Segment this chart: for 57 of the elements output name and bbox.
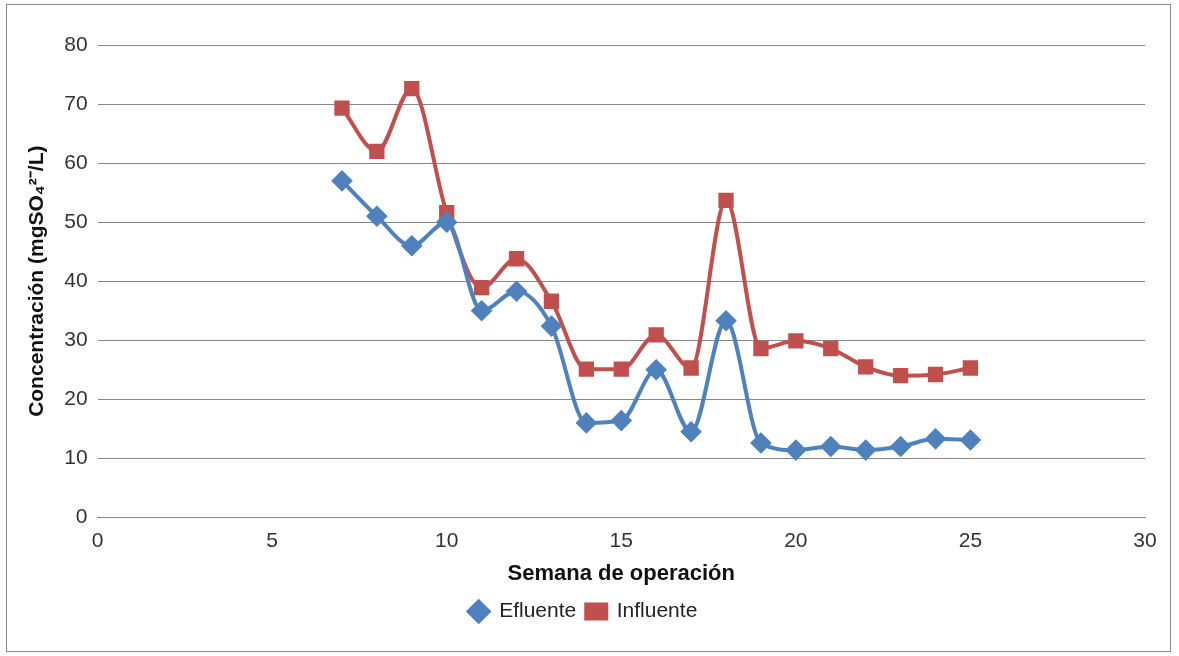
point	[401, 235, 422, 256]
point	[648, 327, 664, 343]
point	[576, 412, 597, 433]
point	[750, 433, 771, 453]
point	[892, 368, 909, 384]
y-tick-label: 50	[64, 208, 88, 232]
point	[681, 421, 702, 442]
x-axis-title: Semana de operación	[507, 559, 735, 585]
point	[541, 316, 562, 337]
point	[471, 300, 492, 321]
legend-label: Efluente	[499, 598, 577, 622]
y-tick-label: 0	[75, 504, 88, 528]
point	[753, 340, 769, 357]
y-tick-label: 70	[64, 90, 88, 114]
point	[788, 333, 804, 349]
y-tick-label: 80	[64, 31, 88, 55]
point	[436, 212, 457, 233]
point	[646, 359, 667, 380]
x-tick-label: 10	[435, 527, 459, 551]
y-tick-label: 20	[64, 386, 88, 410]
x-tick-label: 5	[266, 527, 278, 551]
legend-label: Influente	[616, 598, 698, 622]
point	[508, 251, 525, 267]
point	[683, 360, 699, 376]
y-tick-label: 40	[64, 268, 88, 291]
point	[927, 366, 944, 383]
point	[890, 436, 911, 457]
point	[960, 430, 981, 451]
point	[369, 143, 385, 159]
y-tick-label: 30	[64, 327, 88, 351]
point	[718, 192, 734, 208]
point	[331, 170, 352, 191]
x-tick-label: 0	[91, 527, 104, 551]
point	[578, 361, 595, 377]
point	[925, 428, 946, 449]
point	[611, 410, 632, 431]
point	[855, 440, 876, 461]
x-tick-label: 20	[784, 527, 808, 551]
y-axis-title: Concentración (mgSO₄²⁻/L)	[24, 145, 48, 417]
point	[962, 360, 979, 376]
point	[785, 440, 806, 461]
point	[716, 310, 737, 331]
point	[543, 293, 560, 309]
x-tick-label: 30	[1133, 527, 1157, 551]
point	[334, 100, 350, 116]
point	[473, 280, 490, 296]
point	[820, 436, 841, 457]
point	[858, 359, 874, 375]
x-tick-label: 15	[609, 527, 633, 551]
x-tick-label: 25	[958, 527, 983, 551]
y-tick-label: 60	[64, 149, 88, 173]
point	[366, 206, 387, 227]
point	[823, 340, 839, 357]
point	[613, 361, 629, 377]
y-tick-label: 10	[64, 445, 88, 469]
point	[404, 81, 420, 97]
point	[506, 281, 527, 302]
